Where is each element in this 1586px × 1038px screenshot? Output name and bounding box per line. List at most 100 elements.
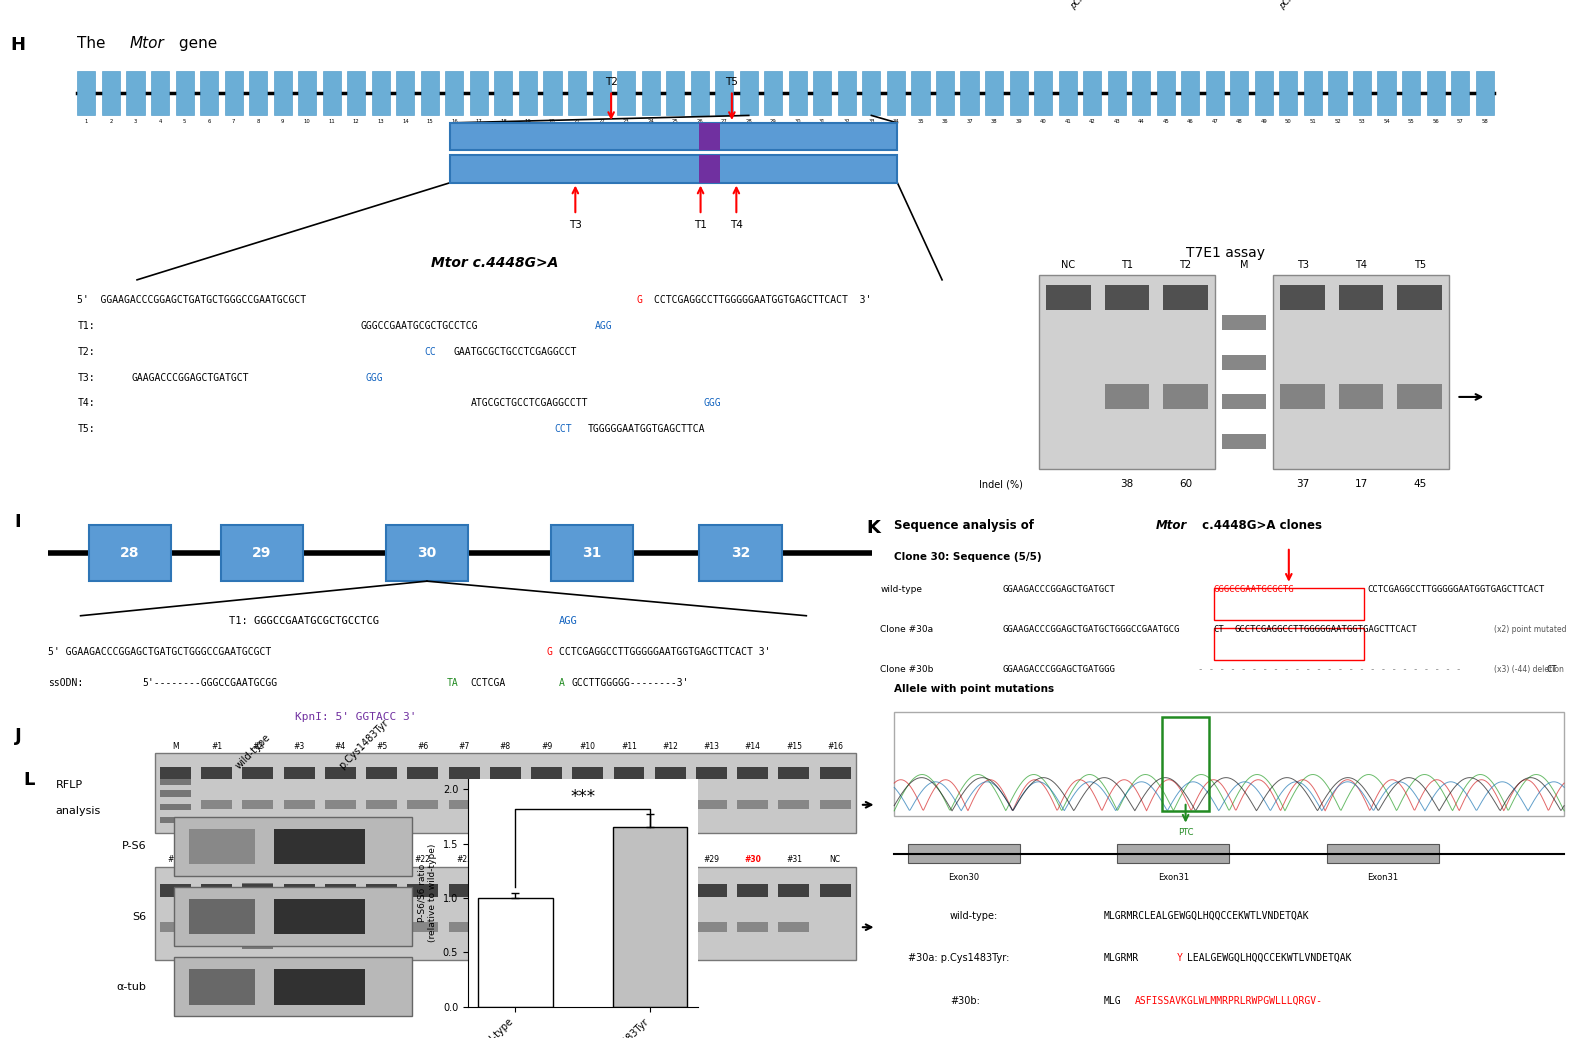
Text: p.Cys1483Tyr: p.Cys1483Tyr xyxy=(338,717,390,771)
Bar xyxy=(655,883,685,897)
Text: TA: TA xyxy=(447,678,458,688)
FancyBboxPatch shape xyxy=(274,71,292,115)
FancyBboxPatch shape xyxy=(200,71,219,115)
FancyBboxPatch shape xyxy=(298,71,316,115)
Bar xyxy=(820,883,850,897)
FancyBboxPatch shape xyxy=(1378,71,1396,115)
Bar xyxy=(160,791,190,797)
Bar xyxy=(1118,844,1229,864)
Text: #29: #29 xyxy=(704,855,720,865)
Bar xyxy=(699,122,720,151)
Bar xyxy=(614,922,644,932)
Text: #5: #5 xyxy=(376,741,387,750)
FancyBboxPatch shape xyxy=(396,71,414,115)
Bar xyxy=(408,883,438,897)
Text: 5'  GGAAGACCCGGAGCTGATGCTGGGCCGAATGCGCT: 5' GGAAGACCCGGAGCTGATGCTGGGCCGAATGCGCT xyxy=(78,295,306,305)
FancyBboxPatch shape xyxy=(863,71,880,115)
Bar xyxy=(243,897,273,904)
Text: #25: #25 xyxy=(539,855,555,865)
FancyBboxPatch shape xyxy=(699,525,782,581)
Bar xyxy=(479,898,552,1007)
Text: #14: #14 xyxy=(745,741,761,750)
Text: (x2) point mutated: (x2) point mutated xyxy=(1494,625,1567,634)
Text: M: M xyxy=(255,855,262,865)
FancyBboxPatch shape xyxy=(739,71,758,115)
Text: T2: T2 xyxy=(604,77,617,87)
Text: #27: #27 xyxy=(622,855,638,865)
Bar xyxy=(1104,284,1150,309)
Text: #6: #6 xyxy=(417,741,428,750)
Text: AGG: AGG xyxy=(558,616,577,626)
Text: CT: CT xyxy=(1213,625,1224,634)
FancyBboxPatch shape xyxy=(450,156,898,183)
Text: The: The xyxy=(78,35,111,51)
Text: 39: 39 xyxy=(1015,119,1021,124)
Text: MLG: MLG xyxy=(1104,995,1121,1006)
Text: c.4448G>A clones: c.4448G>A clones xyxy=(1197,519,1321,531)
FancyBboxPatch shape xyxy=(495,71,512,115)
Text: GAAGACCCGGAGCTGATGCT: GAAGACCCGGAGCTGATGCT xyxy=(132,373,249,383)
Text: #23: #23 xyxy=(457,855,473,865)
Text: #31: #31 xyxy=(787,855,803,865)
Bar xyxy=(325,767,355,778)
Text: 17: 17 xyxy=(1354,480,1367,489)
Text: M: M xyxy=(1240,260,1248,270)
Text: T2: T2 xyxy=(1180,260,1191,270)
FancyBboxPatch shape xyxy=(322,71,341,115)
FancyBboxPatch shape xyxy=(385,525,468,581)
FancyBboxPatch shape xyxy=(78,71,95,115)
FancyBboxPatch shape xyxy=(642,71,660,115)
Bar xyxy=(490,883,520,897)
Text: 52: 52 xyxy=(1334,119,1340,124)
Bar xyxy=(696,800,726,809)
Text: #24: #24 xyxy=(498,855,514,865)
Text: T1:: T1: xyxy=(78,321,95,331)
Text: #3: #3 xyxy=(293,741,305,750)
Text: 5' GGAAGACCCGGAGCTGATGCTGGGCCGAATGCGCT: 5' GGAAGACCCGGAGCTGATGCTGGGCCGAATGCGCT xyxy=(48,647,271,657)
Bar xyxy=(408,767,438,778)
Text: MLGRMRCLEALGEWGQLHQQCCEKWTLVNDETQAK: MLGRMRCLEALGEWGQLHQQCCEKWTLVNDETQAK xyxy=(1104,910,1308,921)
Bar xyxy=(1339,284,1383,309)
Text: 22: 22 xyxy=(598,119,604,124)
Text: #11: #11 xyxy=(622,741,638,750)
Bar xyxy=(531,922,561,932)
Text: 31: 31 xyxy=(582,546,601,561)
Text: Sequence analysis of: Sequence analysis of xyxy=(895,519,1039,531)
Text: 12: 12 xyxy=(354,119,360,124)
FancyBboxPatch shape xyxy=(1255,71,1274,115)
FancyBboxPatch shape xyxy=(715,71,733,115)
Text: GGGCCGAATGCGCTGCCTCG: GGGCCGAATGCGCTGCCTCG xyxy=(360,321,477,331)
FancyBboxPatch shape xyxy=(544,71,561,115)
Text: T3: T3 xyxy=(1296,260,1308,270)
Text: 40: 40 xyxy=(1040,119,1047,124)
Text: CCTCGA: CCTCGA xyxy=(471,678,506,688)
Bar xyxy=(1221,315,1266,330)
Bar xyxy=(189,968,255,1005)
Text: #30: #30 xyxy=(744,855,761,865)
Bar xyxy=(274,968,365,1005)
Text: 25: 25 xyxy=(672,119,679,124)
Text: T5: T5 xyxy=(725,77,739,87)
Bar xyxy=(614,767,644,778)
Text: T5:: T5: xyxy=(78,425,95,434)
Bar xyxy=(779,883,809,897)
Text: 32: 32 xyxy=(844,119,850,124)
Text: 43: 43 xyxy=(1113,119,1120,124)
Bar xyxy=(1221,394,1266,409)
Text: ATGCGCTGCCTCGAGGCCTT: ATGCGCTGCCTCGAGGCCTT xyxy=(471,399,588,408)
Bar xyxy=(449,800,479,809)
FancyBboxPatch shape xyxy=(1156,71,1175,115)
Text: H: H xyxy=(10,35,25,54)
Text: A: A xyxy=(558,678,565,688)
FancyBboxPatch shape xyxy=(1451,71,1469,115)
Bar xyxy=(1280,384,1324,409)
Text: K: K xyxy=(866,519,880,537)
Text: Indel (%): Indel (%) xyxy=(980,480,1023,489)
Bar xyxy=(1104,384,1150,409)
Bar xyxy=(160,778,190,785)
Text: 48: 48 xyxy=(1235,119,1243,124)
Bar xyxy=(174,957,412,1016)
Text: Clone #30a: Clone #30a xyxy=(880,625,933,634)
Bar xyxy=(243,800,273,809)
Text: CC: CC xyxy=(425,347,436,357)
